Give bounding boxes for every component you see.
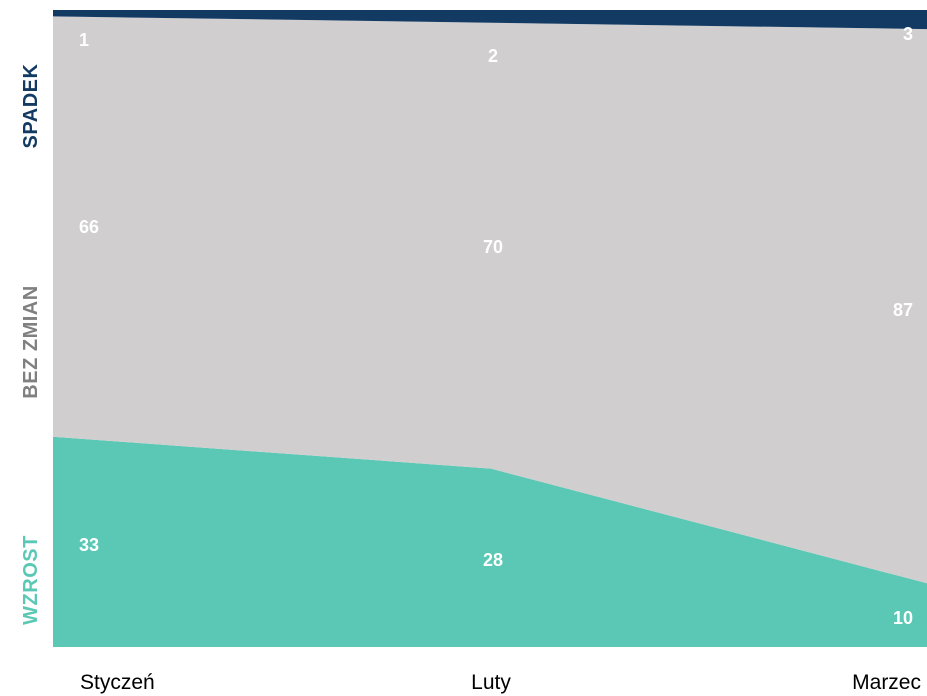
area-wzrost bbox=[53, 436, 927, 647]
data-label-wzrost-3: 10 bbox=[893, 608, 913, 628]
series-label-wzrost: WZROST bbox=[20, 535, 42, 625]
area-layer bbox=[53, 10, 927, 647]
data-label-wzrost-1: 33 bbox=[79, 535, 99, 555]
data-label-bez-zmian-1: 66 bbox=[79, 217, 99, 237]
series-label-bez-zmian: BEZ ZMIAN bbox=[20, 285, 42, 398]
data-label-wzrost-2: 28 bbox=[483, 550, 503, 570]
x-axis-tick-layer: Styczeń Luty Marzec bbox=[80, 671, 921, 694]
data-label-spadek-3: 3 bbox=[903, 24, 913, 44]
data-label-spadek-1: 1 bbox=[79, 30, 89, 50]
series-label-spadek: SPADEK bbox=[20, 64, 42, 149]
series-label-layer: WZROST BEZ ZMIAN SPADEK bbox=[20, 64, 42, 625]
area-spadek bbox=[53, 10, 927, 30]
data-label-bez-zmian-3: 87 bbox=[893, 300, 913, 320]
x-tick-label-1: Styczeń bbox=[80, 671, 155, 694]
x-tick-label-3: Marzec bbox=[852, 671, 921, 694]
data-label-layer: 33 28 10 66 70 87 1 2 3 bbox=[79, 24, 913, 628]
area-bez-zmian bbox=[53, 16, 927, 584]
x-tick-label-2: Luty bbox=[471, 671, 511, 694]
data-label-spadek-2: 2 bbox=[488, 46, 498, 66]
data-label-bez-zmian-2: 70 bbox=[483, 237, 503, 257]
